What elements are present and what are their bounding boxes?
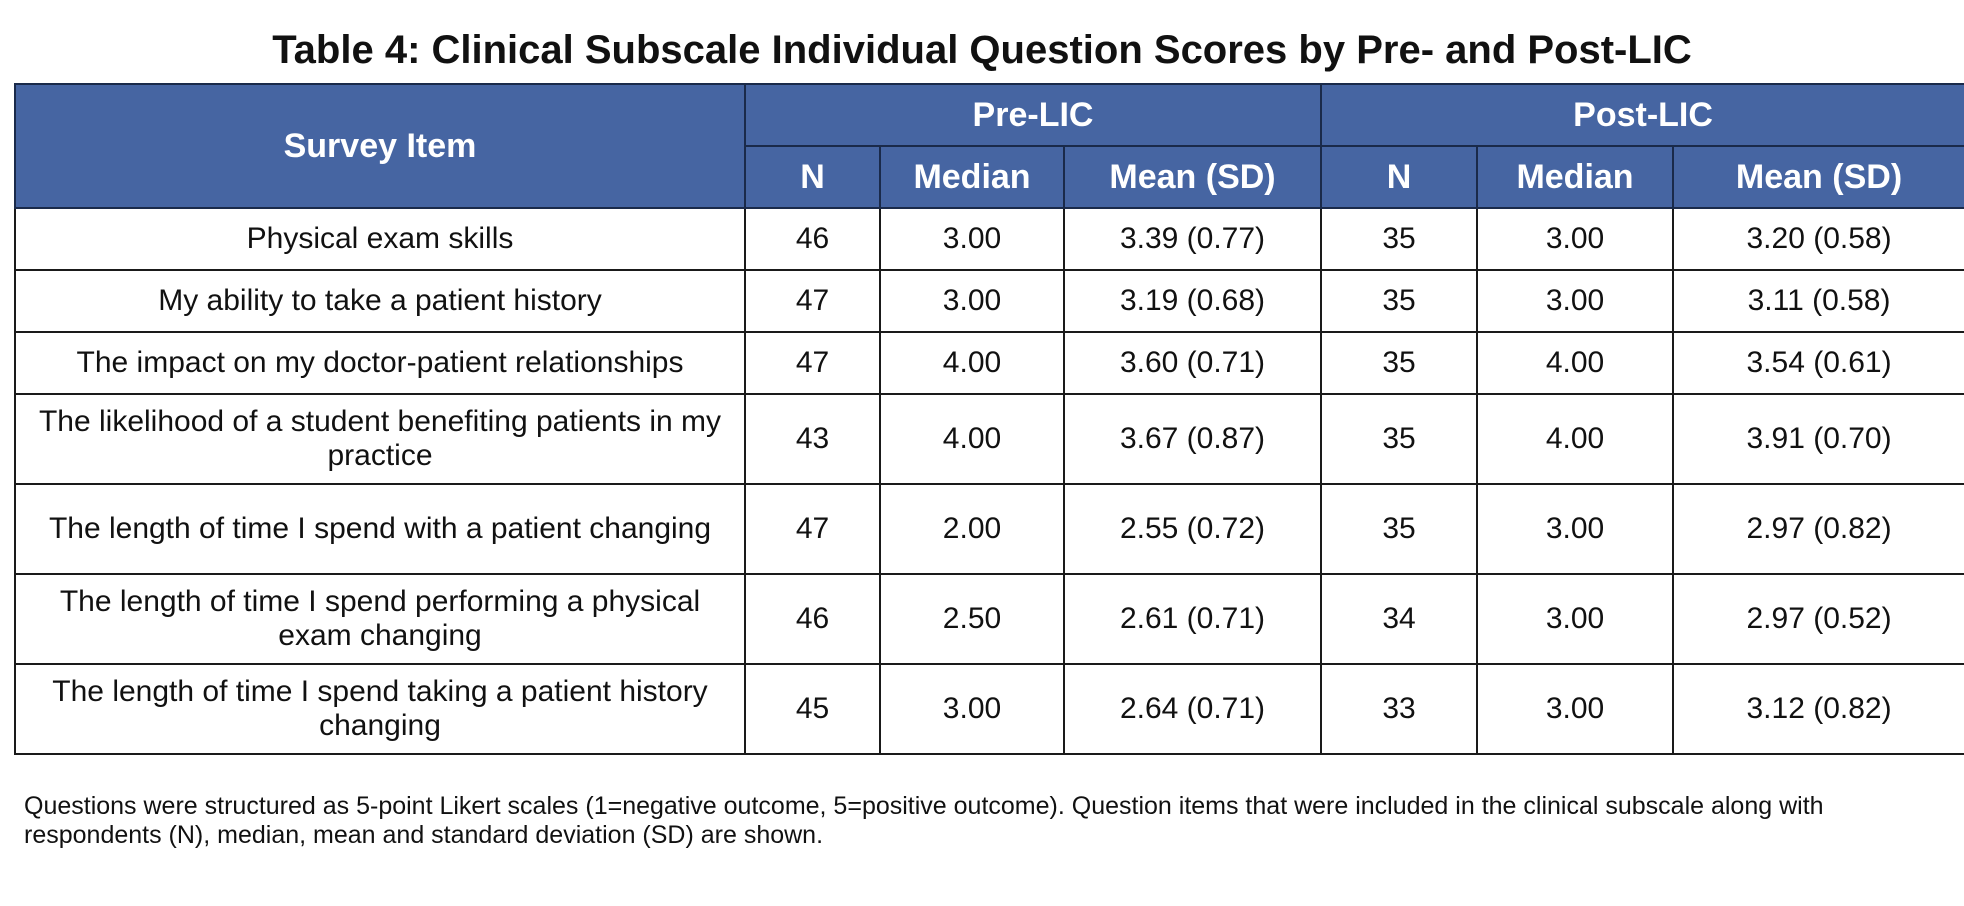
post-n-cell: 34 (1320, 573, 1479, 665)
post-mean-sd-cell: 3.11 (0.58) (1672, 269, 1964, 333)
post-median-cell: 3.00 (1476, 269, 1675, 333)
header-row-columns: N Median Mean (SD) N Median Mean (SD) (15, 145, 1964, 209)
post-median-cell: 3.00 (1476, 573, 1675, 665)
pre-mean-sd-cell: 2.64 (0.71) (1062, 663, 1323, 755)
table-row: My ability to take a patient history 47 … (14, 269, 1964, 333)
post-mean-sd-cell: 3.12 (0.82) (1672, 663, 1964, 755)
pre-median-cell: 3.00 (879, 269, 1065, 333)
post-mean-sd-cell: 2.97 (0.82) (1672, 483, 1964, 575)
survey-item-cell: The likelihood of a student benefiting p… (14, 393, 746, 485)
pre-mean-sd-cell: 3.39 (0.77) (1062, 207, 1323, 271)
pre-n-cell: 45 (744, 663, 881, 755)
header-pre-lic: Pre-LIC (743, 83, 1323, 147)
table-footnote: Questions were structured as 5-point Lik… (24, 792, 1824, 849)
pre-mean-sd-cell: 2.55 (0.72) (1062, 483, 1323, 575)
table-row: The length of time I spend with a patien… (14, 483, 1964, 575)
pre-median-cell: 3.00 (879, 663, 1065, 755)
header-post-median: Median (1476, 145, 1675, 209)
survey-item-cell: The length of time I spend with a patien… (14, 483, 746, 575)
post-median-cell: 3.00 (1476, 483, 1675, 575)
table-row: The length of time I spend performing a … (14, 573, 1964, 665)
header-row-groups: Survey Item Pre-LIC Post-LIC (14, 83, 1964, 209)
survey-item-cell: My ability to take a patient history (14, 269, 746, 333)
table-title: Table 4: Clinical Subscale Individual Qu… (272, 28, 1692, 72)
pre-median-cell: 3.00 (879, 207, 1065, 271)
post-median-cell: 4.00 (1476, 331, 1675, 395)
pre-median-cell: 4.00 (879, 331, 1065, 395)
pre-n-cell: 46 (744, 207, 881, 271)
table-row: The length of time I spend taking a pati… (14, 663, 1964, 755)
pre-median-cell: 4.00 (879, 393, 1065, 485)
survey-item-cell: The length of time I spend performing a … (14, 573, 746, 665)
header-pre-mean-sd: Mean (SD) (1062, 145, 1323, 209)
table-row: Physical exam skills 46 3.00 3.39 (0.77)… (14, 207, 1964, 271)
pre-n-cell: 47 (744, 269, 881, 333)
post-mean-sd-cell: 3.91 (0.70) (1672, 393, 1964, 485)
survey-item-cell: Physical exam skills (14, 207, 746, 271)
header-post-lic: Post-LIC (1320, 83, 1964, 147)
pre-mean-sd-cell: 3.60 (0.71) (1062, 331, 1323, 395)
post-mean-sd-cell: 3.54 (0.61) (1672, 331, 1964, 395)
pre-n-cell: 46 (744, 573, 881, 665)
pre-n-cell: 47 (744, 483, 881, 575)
pre-median-cell: 2.50 (879, 573, 1065, 665)
pre-mean-sd-cell: 2.61 (0.71) (1062, 573, 1323, 665)
pre-mean-sd-cell: 3.19 (0.68) (1062, 269, 1323, 333)
pre-n-cell: 47 (744, 331, 881, 395)
survey-item-cell: The length of time I spend taking a pati… (14, 663, 746, 755)
post-mean-sd-cell: 2.97 (0.52) (1672, 573, 1964, 665)
post-n-cell: 33 (1320, 663, 1479, 755)
pre-median-cell: 2.00 (879, 483, 1065, 575)
table-row: The impact on my doctor-patient relation… (14, 331, 1964, 395)
post-n-cell: 35 (1320, 331, 1479, 395)
header-survey-item: Survey Item (14, 83, 746, 209)
pre-n-cell: 43 (744, 393, 881, 485)
post-n-cell: 35 (1320, 207, 1479, 271)
post-median-cell: 3.00 (1476, 663, 1675, 755)
scores-table: Survey Item Pre-LIC Post-LIC N Median Me… (14, 83, 1964, 755)
survey-item-cell: The impact on my doctor-patient relation… (14, 331, 746, 395)
post-n-cell: 35 (1320, 483, 1479, 575)
header-pre-n: N (744, 145, 881, 209)
pre-mean-sd-cell: 3.67 (0.87) (1062, 393, 1323, 485)
post-n-cell: 35 (1320, 269, 1479, 333)
post-median-cell: 3.00 (1476, 207, 1675, 271)
header-pre-median: Median (879, 145, 1065, 209)
table-row: The likelihood of a student benefiting p… (14, 393, 1964, 485)
post-n-cell: 35 (1320, 393, 1479, 485)
header-post-n: N (1320, 145, 1479, 209)
post-median-cell: 4.00 (1476, 393, 1675, 485)
post-mean-sd-cell: 3.20 (0.58) (1672, 207, 1964, 271)
header-post-mean-sd: Mean (SD) (1672, 145, 1964, 209)
